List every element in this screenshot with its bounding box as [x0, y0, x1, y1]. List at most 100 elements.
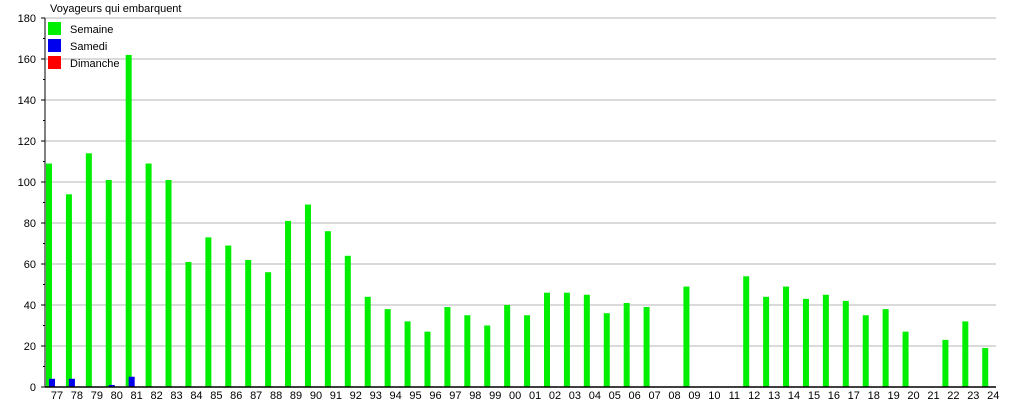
bar-semaine-22 [942, 339, 949, 387]
bar-semaine-96 [424, 331, 431, 387]
x-tick-label: 92 [350, 390, 362, 400]
legend: Semaine Samedi Dimanche [48, 22, 120, 70]
x-tick-label: 17 [848, 390, 860, 400]
bars [46, 54, 989, 388]
y-axis: 0 20 40 60 80 100 120 140 160 180 [18, 13, 46, 394]
bar-semaine-85 [205, 237, 212, 387]
x-tick-label: 10 [708, 390, 720, 400]
x-tick-label: 19 [888, 390, 900, 400]
y-tick-label: 140 [18, 95, 36, 107]
bar-semaine-16 [822, 294, 829, 387]
legend-label-semaine: Semaine [70, 24, 113, 36]
bar-semaine-02 [544, 292, 550, 387]
y-tick-label: 40 [24, 300, 36, 312]
bar-semaine-88 [265, 272, 272, 387]
x-tick-label: 95 [409, 390, 421, 400]
bar-semaine-00 [504, 305, 511, 387]
x-tick-label: 06 [629, 390, 641, 400]
bar-semaine-15 [802, 298, 809, 387]
bar-semaine-84 [185, 261, 192, 387]
x-tick-label: 96 [429, 390, 441, 400]
x-tick-label: 86 [230, 390, 242, 400]
x-tick-label: 89 [290, 390, 302, 400]
x-tick-label: 97 [449, 390, 461, 400]
x-tick-label: 07 [648, 390, 660, 400]
x-tick-label: 99 [489, 390, 501, 400]
y-tick-label: 80 [24, 218, 36, 230]
bar-semaine-86 [225, 245, 232, 387]
bar-semaine-09 [683, 286, 690, 387]
bar-samedi-78 [68, 378, 75, 387]
bar-semaine-99 [484, 325, 491, 387]
x-axis: 77 78 79 80 81 82 83 84 85 86 87 88 89 90 91 92 93 94 95 96… [45, 386, 999, 402]
x-tick-label: 18 [868, 390, 880, 400]
y-tick-label: 20 [24, 341, 36, 353]
y-tick-label: 160 [18, 54, 36, 66]
bar-semaine-91 [324, 231, 331, 387]
x-tick-label: 94 [390, 390, 402, 400]
bar-semaine-95 [404, 321, 411, 387]
x-tick-label: 84 [190, 390, 202, 400]
bar-samedi-81 [128, 376, 135, 387]
bar-semaine-93 [364, 296, 371, 387]
x-tick-label: 90 [310, 390, 322, 400]
bar-semaine-87 [245, 259, 252, 387]
bar-semaine-01 [524, 315, 531, 387]
x-tick-label: 80 [111, 390, 123, 400]
bar-semaine-98 [464, 315, 471, 387]
x-tick-label: 00 [509, 390, 521, 400]
x-tick-label: 11 [729, 390, 740, 400]
x-tick-label: 21 [927, 390, 939, 400]
bar-semaine-83 [165, 179, 172, 387]
legend-swatch-samedi [48, 39, 61, 52]
y-tick-label: 100 [18, 177, 36, 189]
x-tick-label: 15 [808, 390, 820, 400]
bar-semaine-13 [763, 296, 770, 387]
x-tick-label: 16 [828, 390, 840, 400]
bar-semaine-19 [882, 309, 889, 387]
bar-semaine-80 [105, 179, 112, 387]
bar-semaine-04 [583, 294, 590, 387]
x-tick-label: 93 [370, 390, 382, 400]
x-tick-label: 09 [688, 390, 700, 400]
bar-semaine-18 [862, 315, 869, 387]
chart-title: Voyageurs qui embarquent [50, 3, 181, 15]
bar-semaine-07 [643, 307, 650, 387]
y-tick-label: 0 [30, 382, 36, 394]
x-tick-label: 83 [170, 390, 182, 400]
x-tick-label: 03 [569, 390, 581, 400]
bar-semaine-89 [285, 220, 292, 387]
x-tick-label: 91 [330, 390, 342, 400]
bar-semaine-17 [842, 300, 849, 387]
x-tick-label: 87 [250, 390, 262, 400]
bar-semaine-94 [384, 309, 391, 387]
bar-semaine-20 [902, 331, 909, 387]
bar-semaine-77 [46, 163, 52, 387]
bar-semaine-79 [85, 153, 92, 387]
y-tick-label: 180 [18, 13, 36, 25]
bar-semaine-92 [344, 255, 351, 387]
x-tick-label: 02 [549, 390, 561, 400]
legend-swatch-dimanche [48, 56, 61, 69]
x-tick-label: 98 [469, 390, 481, 400]
x-tick-label: 79 [91, 390, 103, 400]
bar-semaine-24 [982, 348, 989, 387]
x-tick-label: 01 [529, 390, 541, 400]
bar-semaine-23 [962, 321, 969, 387]
bar-semaine-78 [65, 194, 72, 387]
bar-semaine-05 [603, 313, 610, 387]
bar-semaine-97 [444, 307, 451, 387]
x-tick-label: 85 [210, 390, 222, 400]
bar-semaine-14 [783, 286, 790, 387]
x-tick-label: 13 [768, 390, 780, 400]
x-tick-label: 22 [947, 390, 959, 400]
bar-samedi-77 [49, 378, 55, 387]
x-tick-label: 78 [71, 390, 83, 400]
x-tick-label: 77 [51, 390, 63, 400]
x-tick-label: 12 [748, 390, 760, 400]
legend-label-dimanche: Dimanche [70, 58, 120, 70]
x-tick-label: 23 [967, 390, 979, 400]
legend-swatch-semaine [48, 22, 61, 35]
bar-semaine-81 [125, 54, 132, 388]
